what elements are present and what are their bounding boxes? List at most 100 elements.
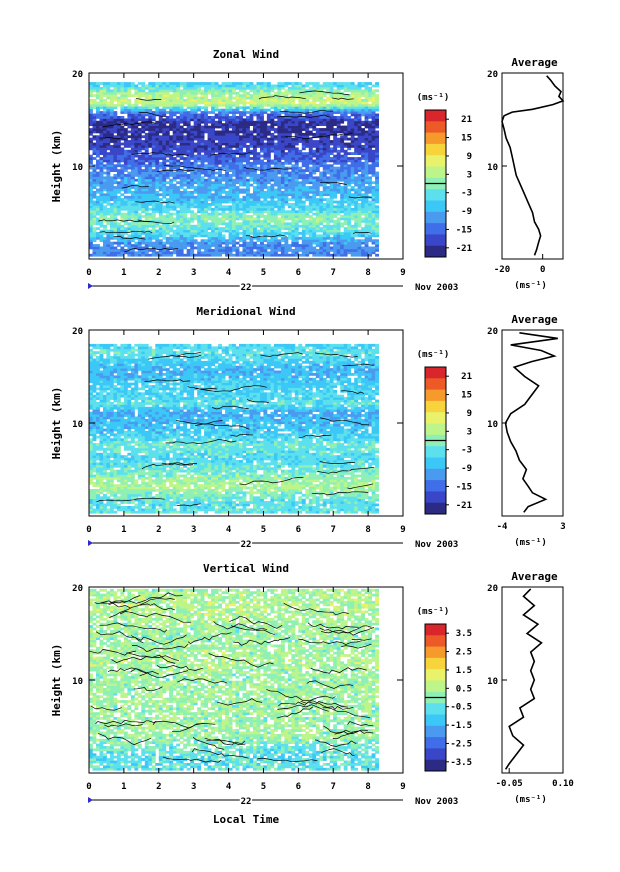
heatmap-cell (291, 219, 296, 223)
heatmap-cell (263, 130, 268, 134)
heatmap-cell (368, 106, 372, 110)
heatmap-cell (284, 190, 289, 194)
heatmap-cell (263, 174, 268, 177)
heatmap-cell (336, 227, 341, 230)
heatmap-cell (249, 229, 254, 233)
heatmap-cell (179, 128, 184, 131)
heatmap-cell (270, 135, 275, 139)
heatmap-cell (165, 120, 170, 124)
heatmap-cell (99, 203, 104, 206)
heatmap-cell (123, 120, 128, 124)
heatmap-cell (123, 140, 128, 143)
heatmap-cell (329, 212, 334, 216)
heatmap-cell (120, 176, 125, 180)
heatmap-cell (186, 178, 191, 182)
heatmap-cell (287, 212, 292, 216)
heatmap-cell (141, 203, 146, 206)
heatmap-cell (134, 169, 139, 172)
heatmap-cell (197, 106, 202, 110)
heatmap-cell (162, 244, 167, 247)
heatmap-cell (92, 130, 97, 134)
heatmap-cell (207, 101, 212, 105)
heatmap-cell (172, 205, 177, 209)
heatmap-cell (343, 171, 348, 175)
heatmap-cell (253, 101, 257, 105)
heatmap-cell (319, 174, 324, 177)
heatmap-cell (155, 101, 160, 105)
heatmap-cell (109, 212, 114, 216)
heatmap-cell (308, 234, 313, 238)
heatmap-cell (113, 215, 118, 218)
heatmap-cell (123, 108, 128, 112)
heatmap-cell (214, 193, 219, 197)
heatmap-cell (103, 106, 107, 110)
heatmap-cell (371, 161, 376, 165)
heatmap-cell (260, 171, 264, 175)
heatmap-cell (130, 232, 135, 235)
heatmap-cell (333, 234, 338, 238)
heatmap-cell (211, 101, 215, 105)
heatmap-cell (329, 186, 334, 189)
heatmap-cell (214, 96, 219, 100)
heatmap-cell (263, 229, 268, 233)
heatmap-cell (228, 188, 233, 192)
heatmap-cell (127, 174, 132, 177)
heatmap-cell (113, 181, 118, 185)
heatmap-cell (225, 171, 229, 175)
heatmap-cell (270, 171, 275, 175)
heatmap-cell (141, 186, 146, 189)
heatmap-cell (179, 249, 184, 252)
heatmap-cell (291, 96, 296, 100)
heatmap-cell (246, 217, 250, 221)
heatmap-cell (158, 137, 163, 141)
heatmap-cell (134, 154, 139, 158)
heatmap-cell (239, 154, 243, 158)
heatmap-cell (291, 103, 296, 107)
heatmap-cell (221, 229, 226, 233)
heatmap-cell (322, 217, 327, 221)
heatmap-cell (172, 203, 177, 206)
heatmap-cell (103, 176, 107, 180)
heatmap-cell (204, 159, 208, 163)
heatmap-cell (249, 244, 254, 247)
heatmap-cell (350, 101, 355, 105)
heatmap-cell (333, 118, 338, 122)
heatmap-cell (253, 103, 257, 107)
heatmap-cell (343, 195, 348, 199)
heatmap-cell (130, 181, 135, 185)
heatmap-cell (361, 207, 365, 211)
heatmap-cell (186, 232, 191, 235)
heatmap-cell (155, 222, 160, 226)
heatmap-cell (277, 249, 282, 252)
heatmap-cell (256, 140, 261, 143)
heatmap-cell (270, 253, 275, 257)
heatmap-cell (134, 217, 139, 221)
heatmap-cell (368, 219, 372, 223)
heatmap-cell (197, 159, 202, 163)
heatmap-cell (246, 249, 250, 252)
heatmap-cell (239, 164, 243, 168)
heatmap-cell (225, 125, 229, 129)
heatmap-cell (169, 212, 174, 216)
heatmap-cell (141, 181, 146, 185)
heatmap-cell (165, 212, 170, 216)
heatmap-cell (263, 249, 268, 252)
heatmap-cell (305, 193, 310, 197)
heatmap-cell (127, 166, 132, 170)
heatmap-cell (221, 251, 226, 255)
heatmap-cell (266, 116, 271, 119)
heatmap-cell (116, 149, 121, 153)
heatmap-cell (228, 217, 233, 221)
heatmap-cell (312, 159, 317, 163)
heatmap-cell (340, 99, 345, 102)
heatmap-cell (151, 195, 156, 199)
heatmap-cell (141, 140, 146, 143)
heatmap-cell (190, 249, 195, 252)
heatmap-cell (235, 166, 240, 170)
heatmap-cell (165, 210, 170, 214)
heatmap-cell (256, 244, 261, 247)
heatmap-cell (211, 244, 215, 247)
heatmap-cell (172, 135, 177, 139)
heatmap-cell (109, 94, 114, 97)
heatmap-cell (158, 207, 163, 211)
